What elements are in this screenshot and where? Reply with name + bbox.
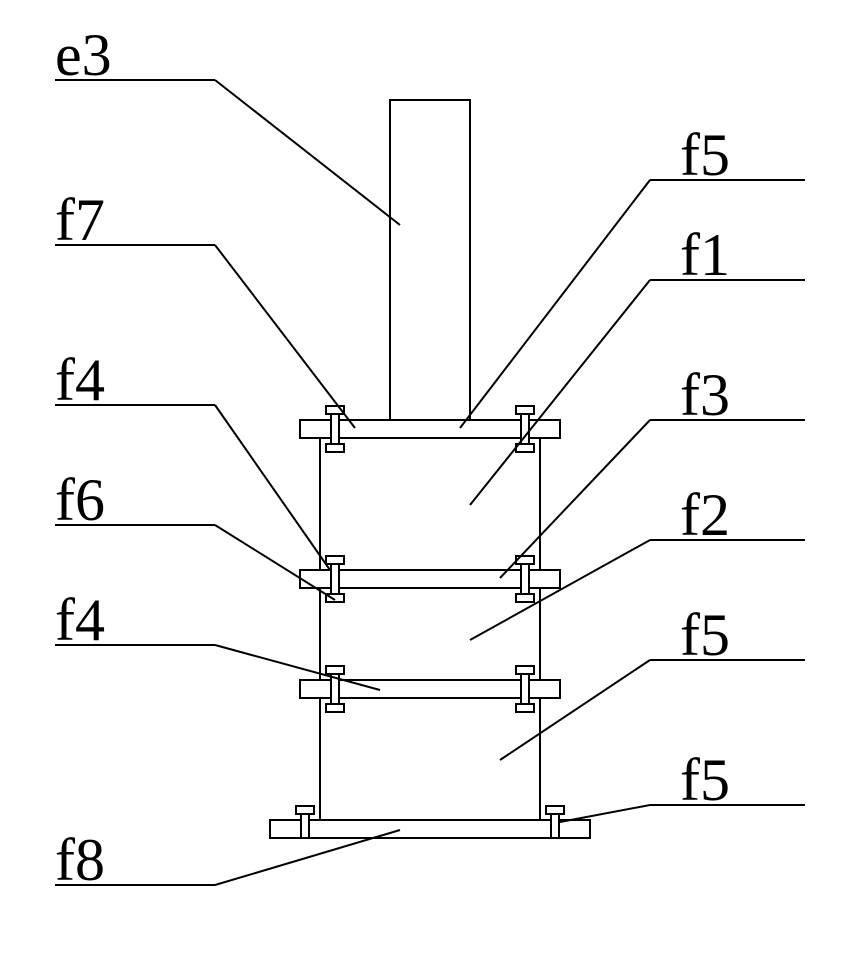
bolt-nut <box>326 556 344 564</box>
label-e3: e3 <box>55 22 112 88</box>
label-f7: f7 <box>55 187 105 253</box>
cylinder-middle-f2 <box>320 588 540 680</box>
bolt-nut <box>326 704 344 712</box>
label-f5c: f5 <box>680 747 730 813</box>
cylinder-lower <box>320 698 540 820</box>
label-f4b: f4 <box>55 587 105 653</box>
bolt-nut <box>516 704 534 712</box>
bolt-nut <box>546 806 564 814</box>
label-f2: f2 <box>680 482 730 548</box>
bolt-nut <box>516 594 534 602</box>
label-f5a: f5 <box>680 122 730 188</box>
label-f8: f8 <box>55 827 105 893</box>
bolt-nut <box>516 406 534 414</box>
label-f4a: f4 <box>55 347 105 413</box>
bolt-nut <box>326 666 344 674</box>
bolt-nut <box>296 806 314 814</box>
diagram-canvas: e3 f7 f4 f6 f4 f8 f5 f1 f3 f2 f5 f5 <box>0 0 860 961</box>
bolt-nut <box>516 666 534 674</box>
shaft-e3 <box>390 100 470 420</box>
label-f3: f3 <box>680 362 730 428</box>
flange-bottom-f8 <box>270 820 590 838</box>
label-f1: f1 <box>680 222 730 288</box>
bolt-nut <box>326 444 344 452</box>
label-f5b: f5 <box>680 602 730 668</box>
label-f6: f6 <box>55 467 105 533</box>
